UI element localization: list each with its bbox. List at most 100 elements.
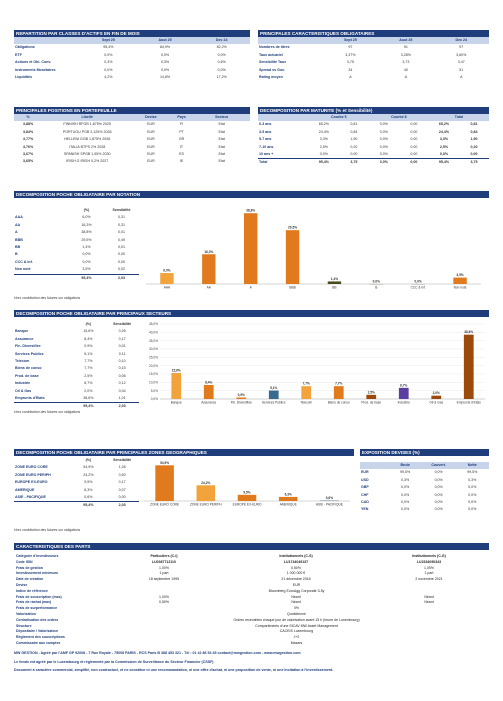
cell-value: 24,4%	[438, 129, 450, 134]
x-tick-label: ZONE EURO CORE	[150, 503, 179, 507]
col-header: Secteur	[193, 114, 250, 122]
cell-value: 0,00	[350, 152, 358, 157]
cell-value: 0,0%	[401, 500, 410, 505]
table-row: Fin. Diversifiée 0,9% 0,01	[14, 343, 139, 350]
table-row: GBP 0,0% 0,0% 0,0%	[360, 484, 489, 491]
cell-value: 0,3%	[401, 477, 410, 482]
cell-value: 0,0%	[104, 67, 113, 72]
bar	[237, 494, 257, 501]
col-header: Sensibilité	[112, 208, 131, 212]
y-tick-label: 25,0%	[149, 356, 158, 360]
row-label: 7-10 ans	[259, 144, 274, 149]
geo-note: Hors contribution des futures sur obliga…	[14, 528, 81, 532]
parts-key: Centralisation des ordres	[16, 617, 59, 622]
parts-key: Frais de surperformance	[16, 606, 58, 611]
cell-value: 0,0%	[379, 144, 388, 149]
table-row: Biens de conso 7,7% 0,15	[14, 365, 139, 372]
cell-value: A	[404, 75, 408, 80]
row-label: Prod. de base	[15, 373, 39, 378]
bar-value-label: 3,5%	[456, 273, 463, 277]
cell-value: 99,5%	[467, 470, 478, 475]
table-header-row: (%) Sensibilité	[14, 207, 139, 214]
table-header-row: (%) Sensibilité	[14, 457, 139, 464]
cell-value: 38,8%	[81, 230, 92, 235]
table-row: AAA 6,0% 0,31	[14, 214, 139, 221]
parts-value: 2 novembre 2021	[415, 577, 443, 582]
table-row: Sensibilité Taux 3,75 3,73 3,47	[258, 59, 489, 66]
parts-value: Néant	[291, 594, 301, 599]
bar-value-label: 15,6%	[172, 369, 181, 373]
table-row: Spread vs Gov. 34 40 51	[258, 67, 489, 74]
row-label: Rating moyen	[259, 75, 283, 80]
cell-value: 40	[403, 67, 408, 72]
parts-row: Indice de référence Bloomberg EuroAgg Cor…	[14, 588, 489, 594]
y-tick-label: 0,0%	[151, 397, 158, 401]
table-header-row: Sept 25 Aout 25 Dec 24	[258, 37, 489, 45]
cell-value: 3,75	[346, 60, 354, 65]
table-header-row: (%) Sensibilité	[14, 321, 139, 328]
cell-value: 0,00	[410, 129, 418, 134]
row-label: BBB	[15, 237, 23, 242]
position-name: IRISH G IRISH 0,2% 2027	[66, 159, 109, 164]
cell-value: 0,84	[470, 129, 478, 134]
row-label: Assurance	[15, 336, 34, 341]
cell-value: 0,0%	[468, 507, 477, 512]
table-row: 3,84% PORTUGU PGB 2,125% 2028 EUR PT Etat	[14, 129, 250, 136]
geo-table-wrap: (%) Sensibilité ZONE EURO CORE 54,9% 1,28 Z…	[14, 457, 139, 510]
table-row: CAD 0,0% 0,0% 0,0%	[360, 499, 489, 506]
cell-value: 17,2%	[216, 75, 227, 80]
table-header-row: Courbe € Courbe $ Total	[258, 114, 489, 122]
cell-value: 0,0%	[379, 137, 388, 142]
col-header: Sept 25	[80, 37, 137, 45]
bar	[285, 230, 300, 284]
col-header: Dec 24	[433, 37, 489, 45]
x-tick-label: Services Publics	[262, 401, 286, 405]
parts-value: LU0367712110	[152, 559, 176, 564]
row-label: Taux actuariel	[259, 52, 283, 57]
row-label: Non noté	[15, 267, 31, 272]
col-header: Sensibilité	[113, 322, 132, 326]
row-label: YEN	[361, 507, 369, 512]
row-label: 5-7 ans	[259, 137, 272, 142]
parts-key: Devise	[16, 583, 28, 587]
geo-bar-chart: 54,9% ZONE EURO CORE 24,2% ZONE EURO PERIPH…	[144, 461, 350, 507]
cell-value: 0,0%	[319, 152, 328, 157]
row-label: AA	[15, 222, 21, 227]
cell-value: 0,9%	[84, 344, 93, 349]
parts-value: Néant	[424, 600, 434, 605]
cell-value: 0,6%	[84, 495, 93, 500]
row-label: Spread vs Gov.	[259, 67, 285, 72]
cell-value: 6,0%	[82, 215, 91, 220]
table-row: Liquidités 4,2% 14,8% 17,2%	[14, 74, 250, 81]
maturite-title: DECOMPOSITION PAR MATURITE (% et Sensibi…	[258, 107, 489, 114]
parts-value: 1,05%	[424, 565, 434, 570]
col-header: Sept 25	[322, 37, 379, 45]
y-tick-label: 20,0%	[149, 364, 158, 368]
bar-value-label: 0,0%	[415, 280, 422, 284]
cell-value: 2,5%	[319, 144, 328, 149]
parts-value: 21 décembre 2018	[281, 577, 311, 582]
bar-value-label: 38,8%	[246, 209, 255, 213]
table-row: Total 95,4% 3,75 0,0% 0,00 95,4% 3,75	[258, 158, 489, 167]
row-label: EUR	[361, 470, 369, 475]
cell-value: 0,81	[470, 122, 478, 127]
bar	[155, 465, 174, 501]
position-sector: Etat	[218, 159, 225, 164]
notation-title: DECOMPOSITION POCHE OBLIGATAIRE PAR NOTA…	[14, 191, 489, 198]
position-currency: EUR	[147, 159, 155, 164]
cell-value: 0,0%	[439, 152, 449, 157]
repartition-table: Sept 25 Aout 25 Dec 24 Obligations 95,4% 8…	[14, 37, 250, 81]
position-name: SPANISH SPGB 1,95% 2030	[63, 152, 111, 157]
parts-row: Commissaire aux comptes Mazars	[14, 640, 489, 646]
parts-value: 1 000 000 €	[286, 571, 306, 576]
cell-value: 54,9%	[83, 465, 94, 470]
position-sector: Etat	[218, 144, 225, 149]
cell-value: 0,15	[118, 366, 126, 371]
table-row: Prod. de base 2,5% 0,06	[14, 373, 139, 380]
secteurs-title: DECOMPOSITION POCHE OBLIGATAIRE PAR PRIN…	[14, 310, 489, 317]
x-tick-label: Telecom	[300, 401, 312, 405]
cell-value: 0,17	[118, 480, 126, 485]
cell-value: 1,90	[470, 137, 478, 142]
row-label: Total	[258, 158, 309, 167]
positions-section: PRINCIPALES POSITIONS EN PORTEFEUILLE % …	[14, 107, 250, 166]
